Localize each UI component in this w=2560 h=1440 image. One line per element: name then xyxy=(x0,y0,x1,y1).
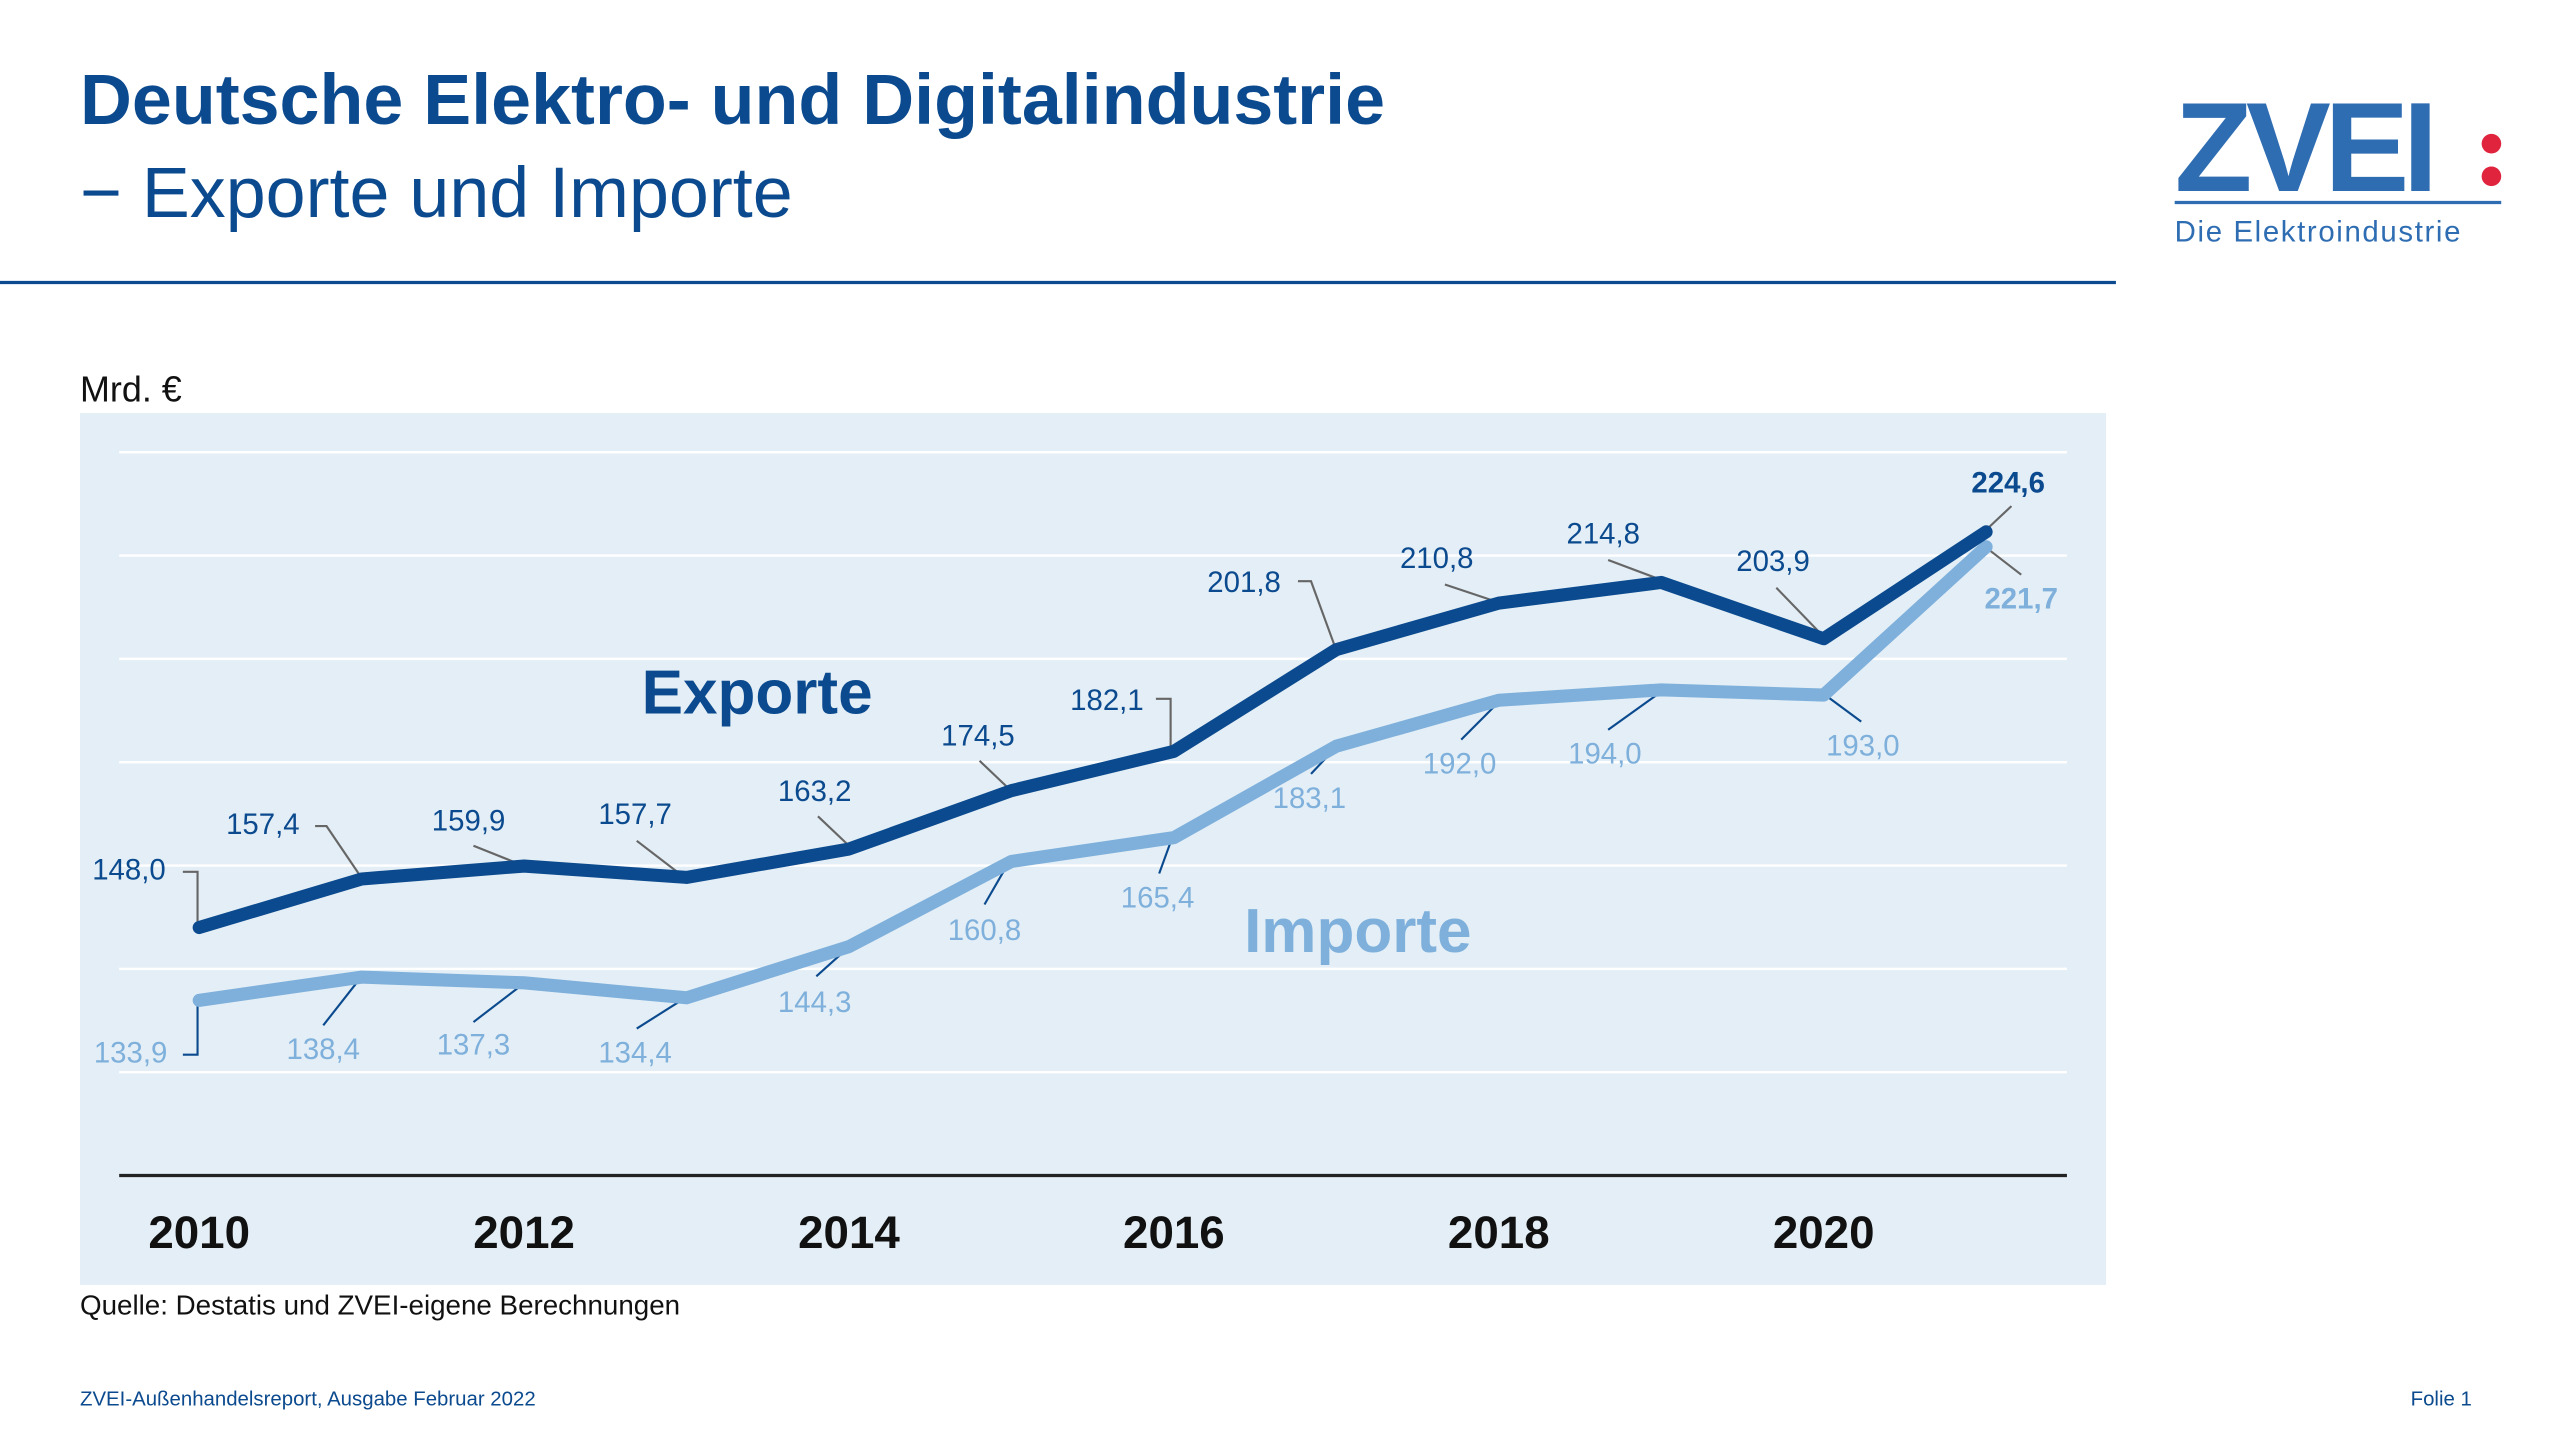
export-data-label: 224,6 xyxy=(1971,467,2045,500)
page-title: Deutsche Elektro- und Digitalindustrie xyxy=(80,60,1385,140)
leader-line xyxy=(182,870,199,925)
export-data-label: 163,2 xyxy=(778,775,852,808)
leader-line xyxy=(1607,559,1661,581)
source-note: Quelle: Destatis und ZVEI-eigene Berechn… xyxy=(80,1289,680,1320)
x-tick-label: 2012 xyxy=(473,1207,575,1258)
leader-line xyxy=(1297,580,1337,649)
import-data-label: 193,0 xyxy=(1826,730,1900,763)
logo-wordmark: ZVEI xyxy=(2175,76,2432,218)
export-data-label: 210,8 xyxy=(1400,542,1474,575)
x-tick-label: 2020 xyxy=(1773,1207,1875,1258)
export-data-label: 182,1 xyxy=(1070,684,1144,717)
leader-line xyxy=(315,825,362,878)
page-subtitle: − Exporte und Importe xyxy=(80,153,793,233)
series-label-importe: Importe xyxy=(1244,897,1471,966)
export-data-label: 148,0 xyxy=(92,854,166,887)
logo-tagline: Die Elektroindustrie xyxy=(2175,216,2462,249)
footer-report: ZVEI-Außenhandelsreport, Ausgabe Februar… xyxy=(80,1389,536,1411)
export-data-label: 174,5 xyxy=(941,720,1015,753)
import-data-label: 134,4 xyxy=(598,1036,672,1069)
import-data-label: 144,3 xyxy=(778,986,852,1019)
x-tick-label: 2014 xyxy=(798,1207,900,1258)
leader-line xyxy=(322,978,361,1026)
series-label-exporte: Exporte xyxy=(642,659,873,728)
import-data-label: 133,9 xyxy=(94,1036,168,1069)
logo-dot xyxy=(2481,133,2502,154)
x-tick-label: 2016 xyxy=(1123,1207,1225,1258)
import-data-label: 165,4 xyxy=(1121,881,1195,914)
x-tick-label: 2010 xyxy=(148,1207,250,1258)
import-data-label: 183,1 xyxy=(1273,782,1347,815)
leader-line xyxy=(1984,546,2022,576)
x-tick-labels: 2010 2012 2014 2016 2018 2020 xyxy=(148,1207,1874,1258)
exports-line xyxy=(192,525,1993,935)
export-data-label: 214,8 xyxy=(1567,517,1641,550)
y-axis-unit: Mrd. € xyxy=(80,369,182,410)
leader-line xyxy=(1775,587,1825,638)
export-data-label: 157,7 xyxy=(598,798,672,831)
leader-line xyxy=(1155,697,1172,752)
import-data-label: 138,4 xyxy=(287,1033,361,1066)
leader-line xyxy=(182,1000,199,1056)
logo-dot xyxy=(2481,166,2502,187)
gridlines xyxy=(119,451,2067,1074)
leader-line xyxy=(817,815,850,847)
import-data-label: 221,7 xyxy=(1984,583,2058,616)
imports-line xyxy=(192,540,1993,1007)
leader-line xyxy=(1823,693,1862,723)
series-lines xyxy=(192,525,1993,1007)
slide-number: Folie 1 xyxy=(2411,1389,2472,1411)
x-tick-label: 2018 xyxy=(1448,1207,1550,1258)
import-data-label: 160,8 xyxy=(948,914,1022,947)
export-data-label: 159,9 xyxy=(432,805,506,838)
import-data-label: 137,3 xyxy=(437,1028,511,1061)
zvei-logo: ZVEI Die Elektroindustrie xyxy=(2175,76,2502,249)
import-data-label: 192,0 xyxy=(1423,747,1497,780)
export-data-label: 201,8 xyxy=(1207,566,1281,599)
leader-line xyxy=(472,983,524,1023)
data-labels: 148,0 157,4 159,9 157,7 163,2 174,5 182,1 201,8… xyxy=(92,467,2058,1070)
export-data-label: 157,4 xyxy=(226,808,300,841)
leader-line xyxy=(1607,691,1662,731)
import-data-label: 194,0 xyxy=(1568,738,1642,771)
export-data-label: 203,9 xyxy=(1736,545,1810,578)
